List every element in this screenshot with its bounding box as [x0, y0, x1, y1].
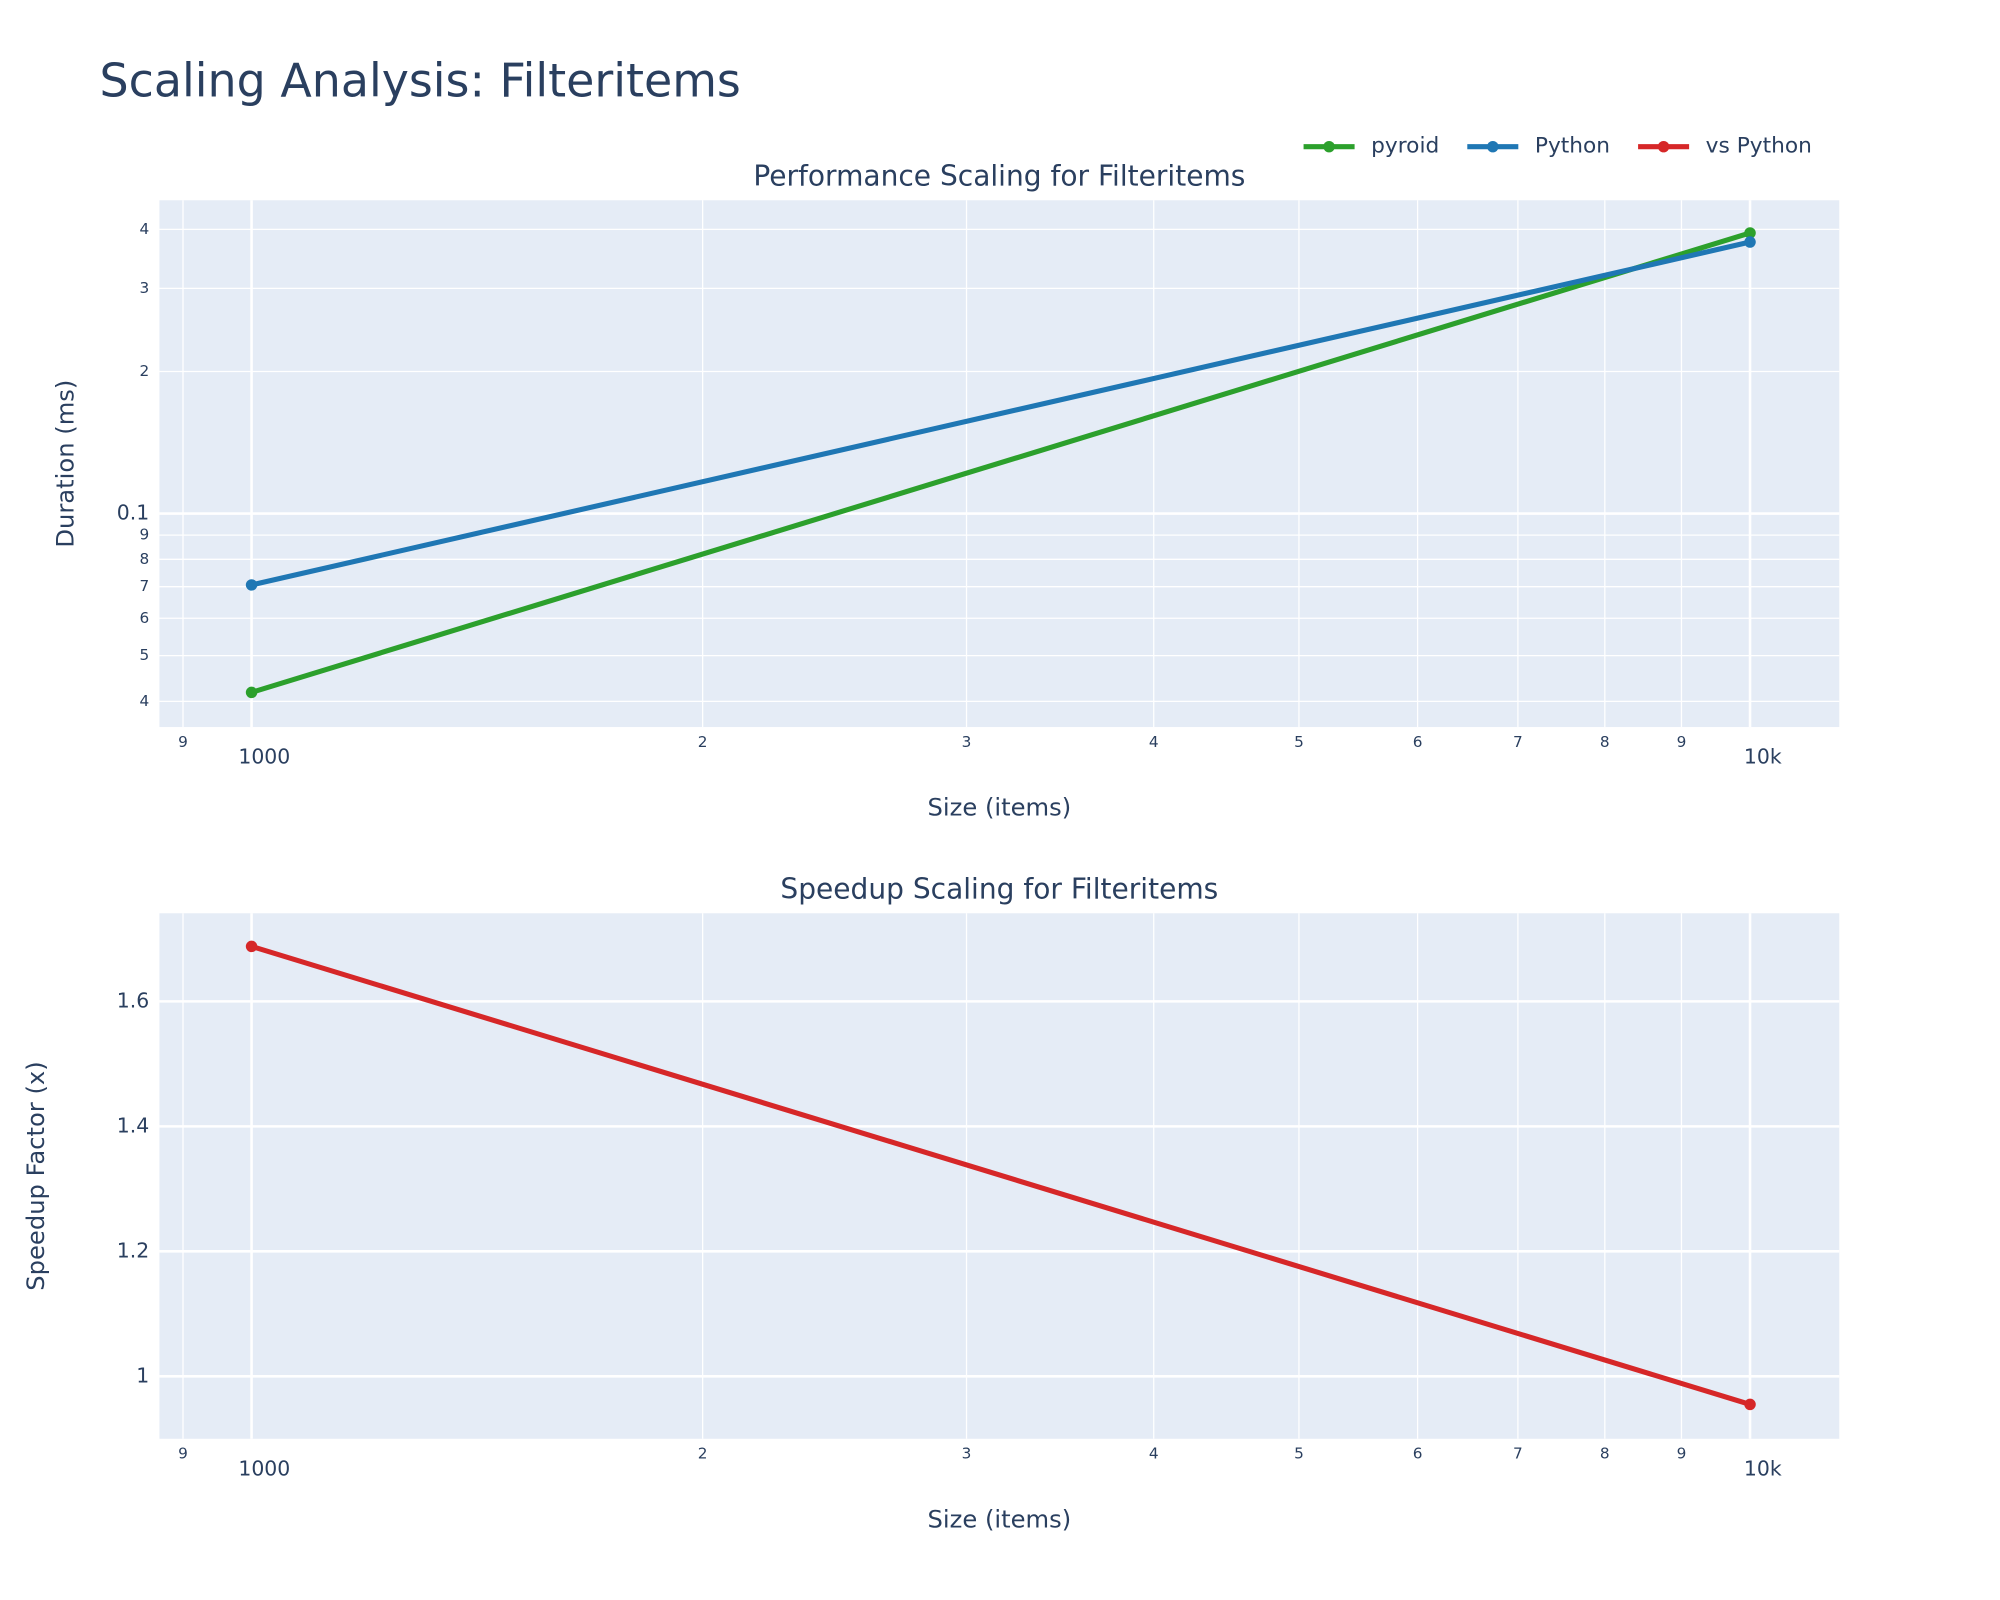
y-tick-label: 9 — [140, 526, 150, 544]
y-axis-title: Speedup Factor (x) — [22, 1061, 50, 1290]
x-tick-label: 2 — [698, 1445, 708, 1463]
series-line — [250, 239, 1751, 588]
y-tick-label: 1.2 — [117, 1238, 149, 1262]
x-tick-label: 2 — [698, 733, 708, 751]
x-tick-label: 3 — [962, 733, 972, 751]
chart-title: Performance Scaling for Filteritems — [753, 159, 1245, 192]
legend-marker — [1487, 140, 1499, 153]
x-tick-label: 8 — [1600, 1445, 1610, 1463]
x-tick-label: 9 — [178, 733, 188, 751]
x-tick-label: 1000 — [238, 1456, 290, 1480]
x-axis-title: Size (items) — [928, 1505, 1072, 1533]
y-tick-label: 1 — [136, 1363, 149, 1387]
x-tick-label: 9 — [178, 1445, 188, 1463]
y-tick-label: 4 — [140, 220, 150, 238]
legend-label: vs Python — [1706, 134, 1812, 159]
data-point — [245, 940, 258, 953]
data-point — [245, 579, 258, 591]
x-tick-label: 9 — [1677, 1445, 1687, 1463]
y-tick-label: 0.1 — [117, 501, 149, 525]
x-tick-label: 5 — [1294, 1445, 1304, 1463]
x-tick-label: 9 — [1677, 733, 1687, 751]
data-point — [1744, 236, 1756, 248]
data-point — [1744, 1398, 1756, 1411]
x-tick-label: 6 — [1413, 1445, 1423, 1463]
y-tick-label: 2 — [140, 362, 150, 380]
x-axis-title: Size (items) — [928, 794, 1072, 822]
y-tick-label: 4 — [140, 692, 150, 710]
x-tick-label: 3 — [962, 1445, 972, 1463]
data-point — [245, 686, 258, 699]
legend: pyroid Python vs Python — [1303, 134, 1812, 159]
y-tick-label: 5 — [140, 646, 150, 664]
x-tick-label: 4 — [1149, 1445, 1159, 1463]
x-tick-label: 10k — [1744, 745, 1782, 769]
x-tick-label: 10k — [1744, 1456, 1782, 1480]
x-tick-label: 4 — [1149, 733, 1159, 751]
series-line — [250, 943, 1751, 1407]
y-tick-label: 8 — [140, 550, 150, 568]
y-axis-title: Duration (ms) — [51, 380, 79, 548]
legend-label: pyroid — [1371, 134, 1439, 159]
x-tick-label: 7 — [1513, 733, 1523, 751]
legend-marker — [1323, 140, 1335, 153]
data-point — [1744, 227, 1756, 239]
figure-title: Scaling Analysis: Filteritems — [99, 54, 740, 108]
legend-marker — [1657, 140, 1670, 153]
y-tick-label: 7 — [140, 577, 150, 595]
x-tick-label: 5 — [1294, 733, 1304, 751]
x-tick-label: 8 — [1600, 733, 1610, 751]
y-tick-label: 1.4 — [117, 1113, 149, 1137]
chart-title: Speedup Scaling for Filteritems — [780, 872, 1218, 905]
x-tick-label: 7 — [1513, 1445, 1523, 1463]
series-line — [250, 230, 1751, 695]
x-tick-label: 6 — [1413, 733, 1423, 751]
y-tick-label: 1.6 — [117, 988, 149, 1012]
x-tick-label: 1000 — [238, 745, 290, 769]
legend-label: Python — [1535, 134, 1610, 159]
y-tick-label: 6 — [140, 609, 150, 627]
y-tick-label: 3 — [140, 279, 150, 297]
